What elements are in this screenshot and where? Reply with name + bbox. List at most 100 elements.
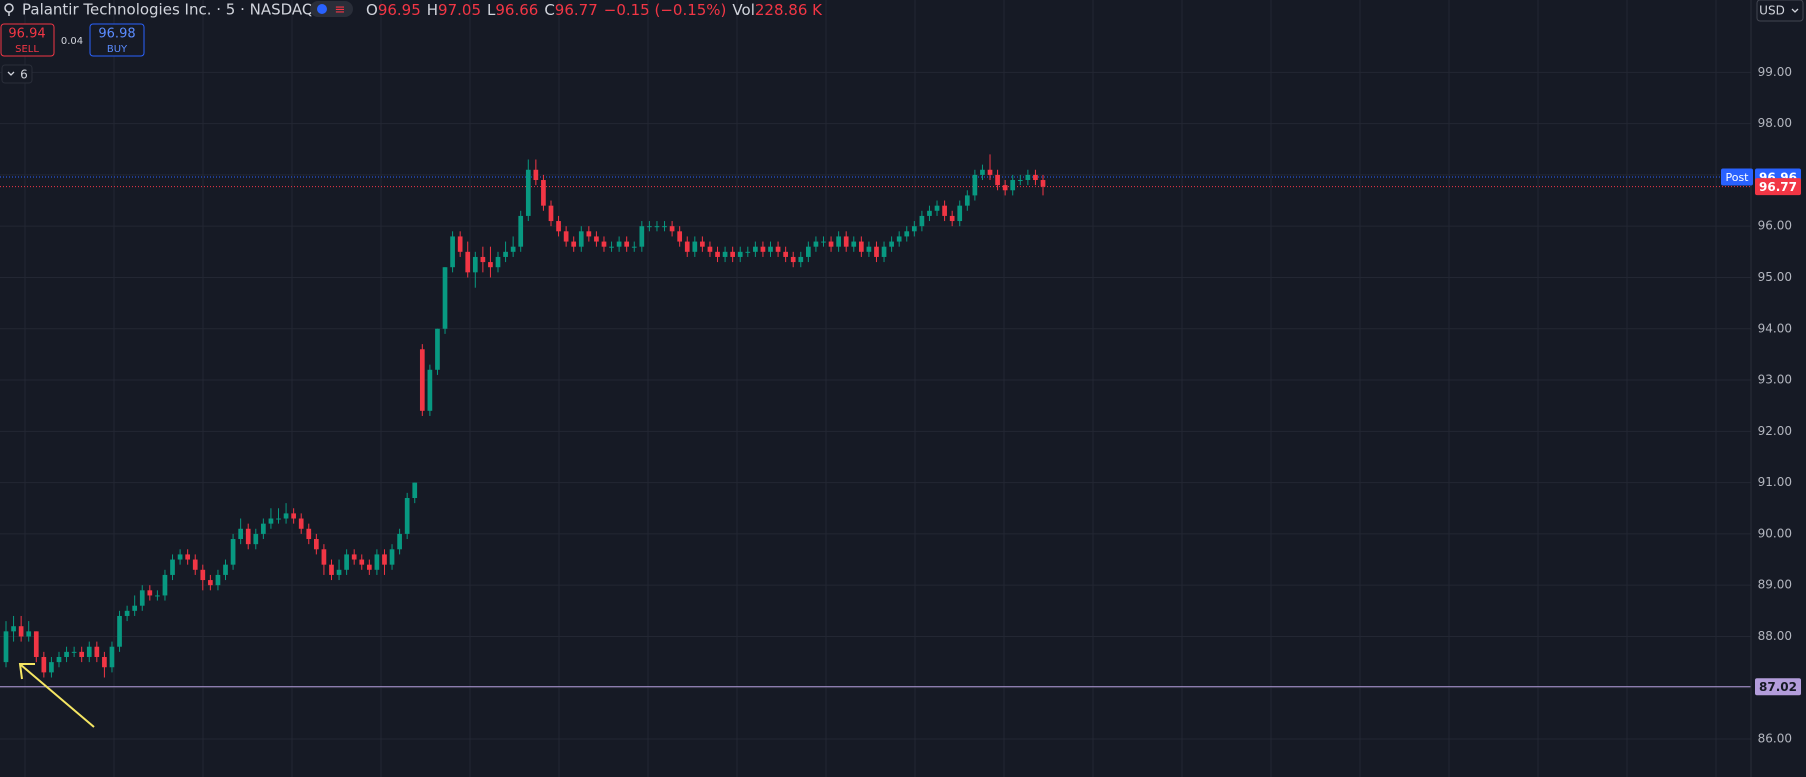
candle-body — [253, 533, 259, 545]
candle-body — [472, 256, 478, 273]
candle-body — [639, 226, 645, 247]
candle-body — [495, 256, 501, 268]
candle-body — [291, 513, 296, 519]
candle-body — [821, 241, 826, 243]
candle-body — [442, 267, 448, 329]
price-lines — [0, 176, 1751, 688]
buy-button[interactable] — [89, 23, 145, 57]
candle-body — [79, 651, 85, 657]
currency-button[interactable] — [1756, 0, 1804, 22]
candle-body — [412, 482, 418, 498]
candle-body — [624, 241, 630, 247]
candle-body — [170, 559, 175, 575]
candle-body — [556, 221, 561, 232]
y-tick-label: 95.00 — [1758, 270, 1792, 284]
sell-button[interactable] — [0, 23, 55, 57]
candle-body — [124, 610, 130, 616]
candle-body — [276, 518, 281, 520]
chevron — [1791, 8, 1799, 13]
candle-body — [563, 231, 569, 242]
candle-body — [722, 251, 728, 257]
candle-body — [230, 539, 236, 565]
candle-body — [1025, 174, 1031, 181]
candle-body — [541, 180, 546, 206]
candle-body — [1010, 180, 1016, 191]
y-tick-label: 91.00 — [1758, 475, 1792, 489]
price-label: 87.02 — [1759, 680, 1797, 694]
candle-body — [677, 231, 683, 242]
candle-body — [435, 328, 440, 370]
candle-body — [86, 646, 92, 657]
candle-body — [753, 246, 758, 252]
price-label-box — [1755, 678, 1801, 696]
y-tick-label: 99.00 — [1758, 65, 1792, 79]
candle-body — [283, 513, 289, 519]
candle-body — [631, 246, 637, 248]
candle-body — [1033, 174, 1038, 181]
candle-body — [813, 241, 819, 247]
candle-body — [162, 574, 168, 596]
candle-body — [94, 646, 100, 657]
candle-body — [503, 251, 508, 257]
candle-body — [730, 251, 736, 257]
indicators-toggle[interactable] — [1, 64, 33, 84]
candle-body — [647, 226, 652, 228]
candle-body — [480, 256, 486, 263]
candle-body — [858, 241, 864, 252]
ohlc-key: L — [487, 1, 496, 19]
candle-body — [41, 656, 47, 673]
candle-body — [366, 564, 372, 570]
candle-body — [359, 559, 365, 565]
candle-body — [139, 590, 145, 606]
candle-body — [11, 626, 16, 632]
candle-body — [525, 169, 531, 216]
candles — [3, 154, 1046, 678]
candle-body — [18, 626, 24, 637]
arrow-annotation — [18, 663, 95, 728]
candle-body — [843, 236, 849, 247]
arrow-shaft — [20, 664, 95, 728]
price-grid — [0, 71, 1751, 740]
candle-body — [586, 231, 592, 237]
toggle[interactable] — [310, 1, 353, 17]
candle-body — [200, 569, 206, 581]
candle-body — [949, 215, 955, 222]
price-label-box — [1755, 178, 1801, 196]
candle-body — [972, 174, 978, 196]
candle-body — [737, 251, 743, 257]
candle-body — [987, 169, 993, 175]
candle-body — [344, 554, 349, 570]
y-tick-label: 98.00 — [1758, 116, 1792, 130]
candle-body — [510, 246, 516, 252]
candle-body — [404, 497, 410, 534]
candle-body — [306, 528, 312, 540]
candle-body — [147, 590, 153, 596]
price-label: 96.77 — [1759, 180, 1797, 194]
candle-body — [117, 615, 122, 647]
y-tick-label: 94.00 — [1758, 321, 1792, 335]
candle-body — [980, 169, 985, 175]
candle-body — [927, 210, 932, 216]
candle-body — [192, 559, 198, 570]
y-tick-label: 93.00 — [1758, 373, 1792, 387]
candle-body — [33, 631, 39, 657]
candle-body — [836, 236, 841, 247]
candle-body — [71, 651, 77, 653]
candle-body — [397, 533, 402, 550]
indicators-count: 6 — [20, 68, 28, 82]
candle-body — [942, 205, 947, 216]
candle-body — [851, 241, 857, 247]
candle-body — [548, 205, 554, 222]
candle-body — [798, 256, 804, 263]
candle-body — [49, 662, 54, 673]
chevron — [7, 71, 15, 76]
candle-body — [155, 595, 160, 597]
candle-body — [919, 215, 925, 227]
candle-body — [419, 349, 425, 411]
header: Palantir Technologies Inc. · 5 · NASDAQ … — [4, 1, 823, 19]
candle-body — [427, 369, 433, 411]
candle-body — [768, 246, 773, 252]
candle-body — [1002, 185, 1008, 191]
